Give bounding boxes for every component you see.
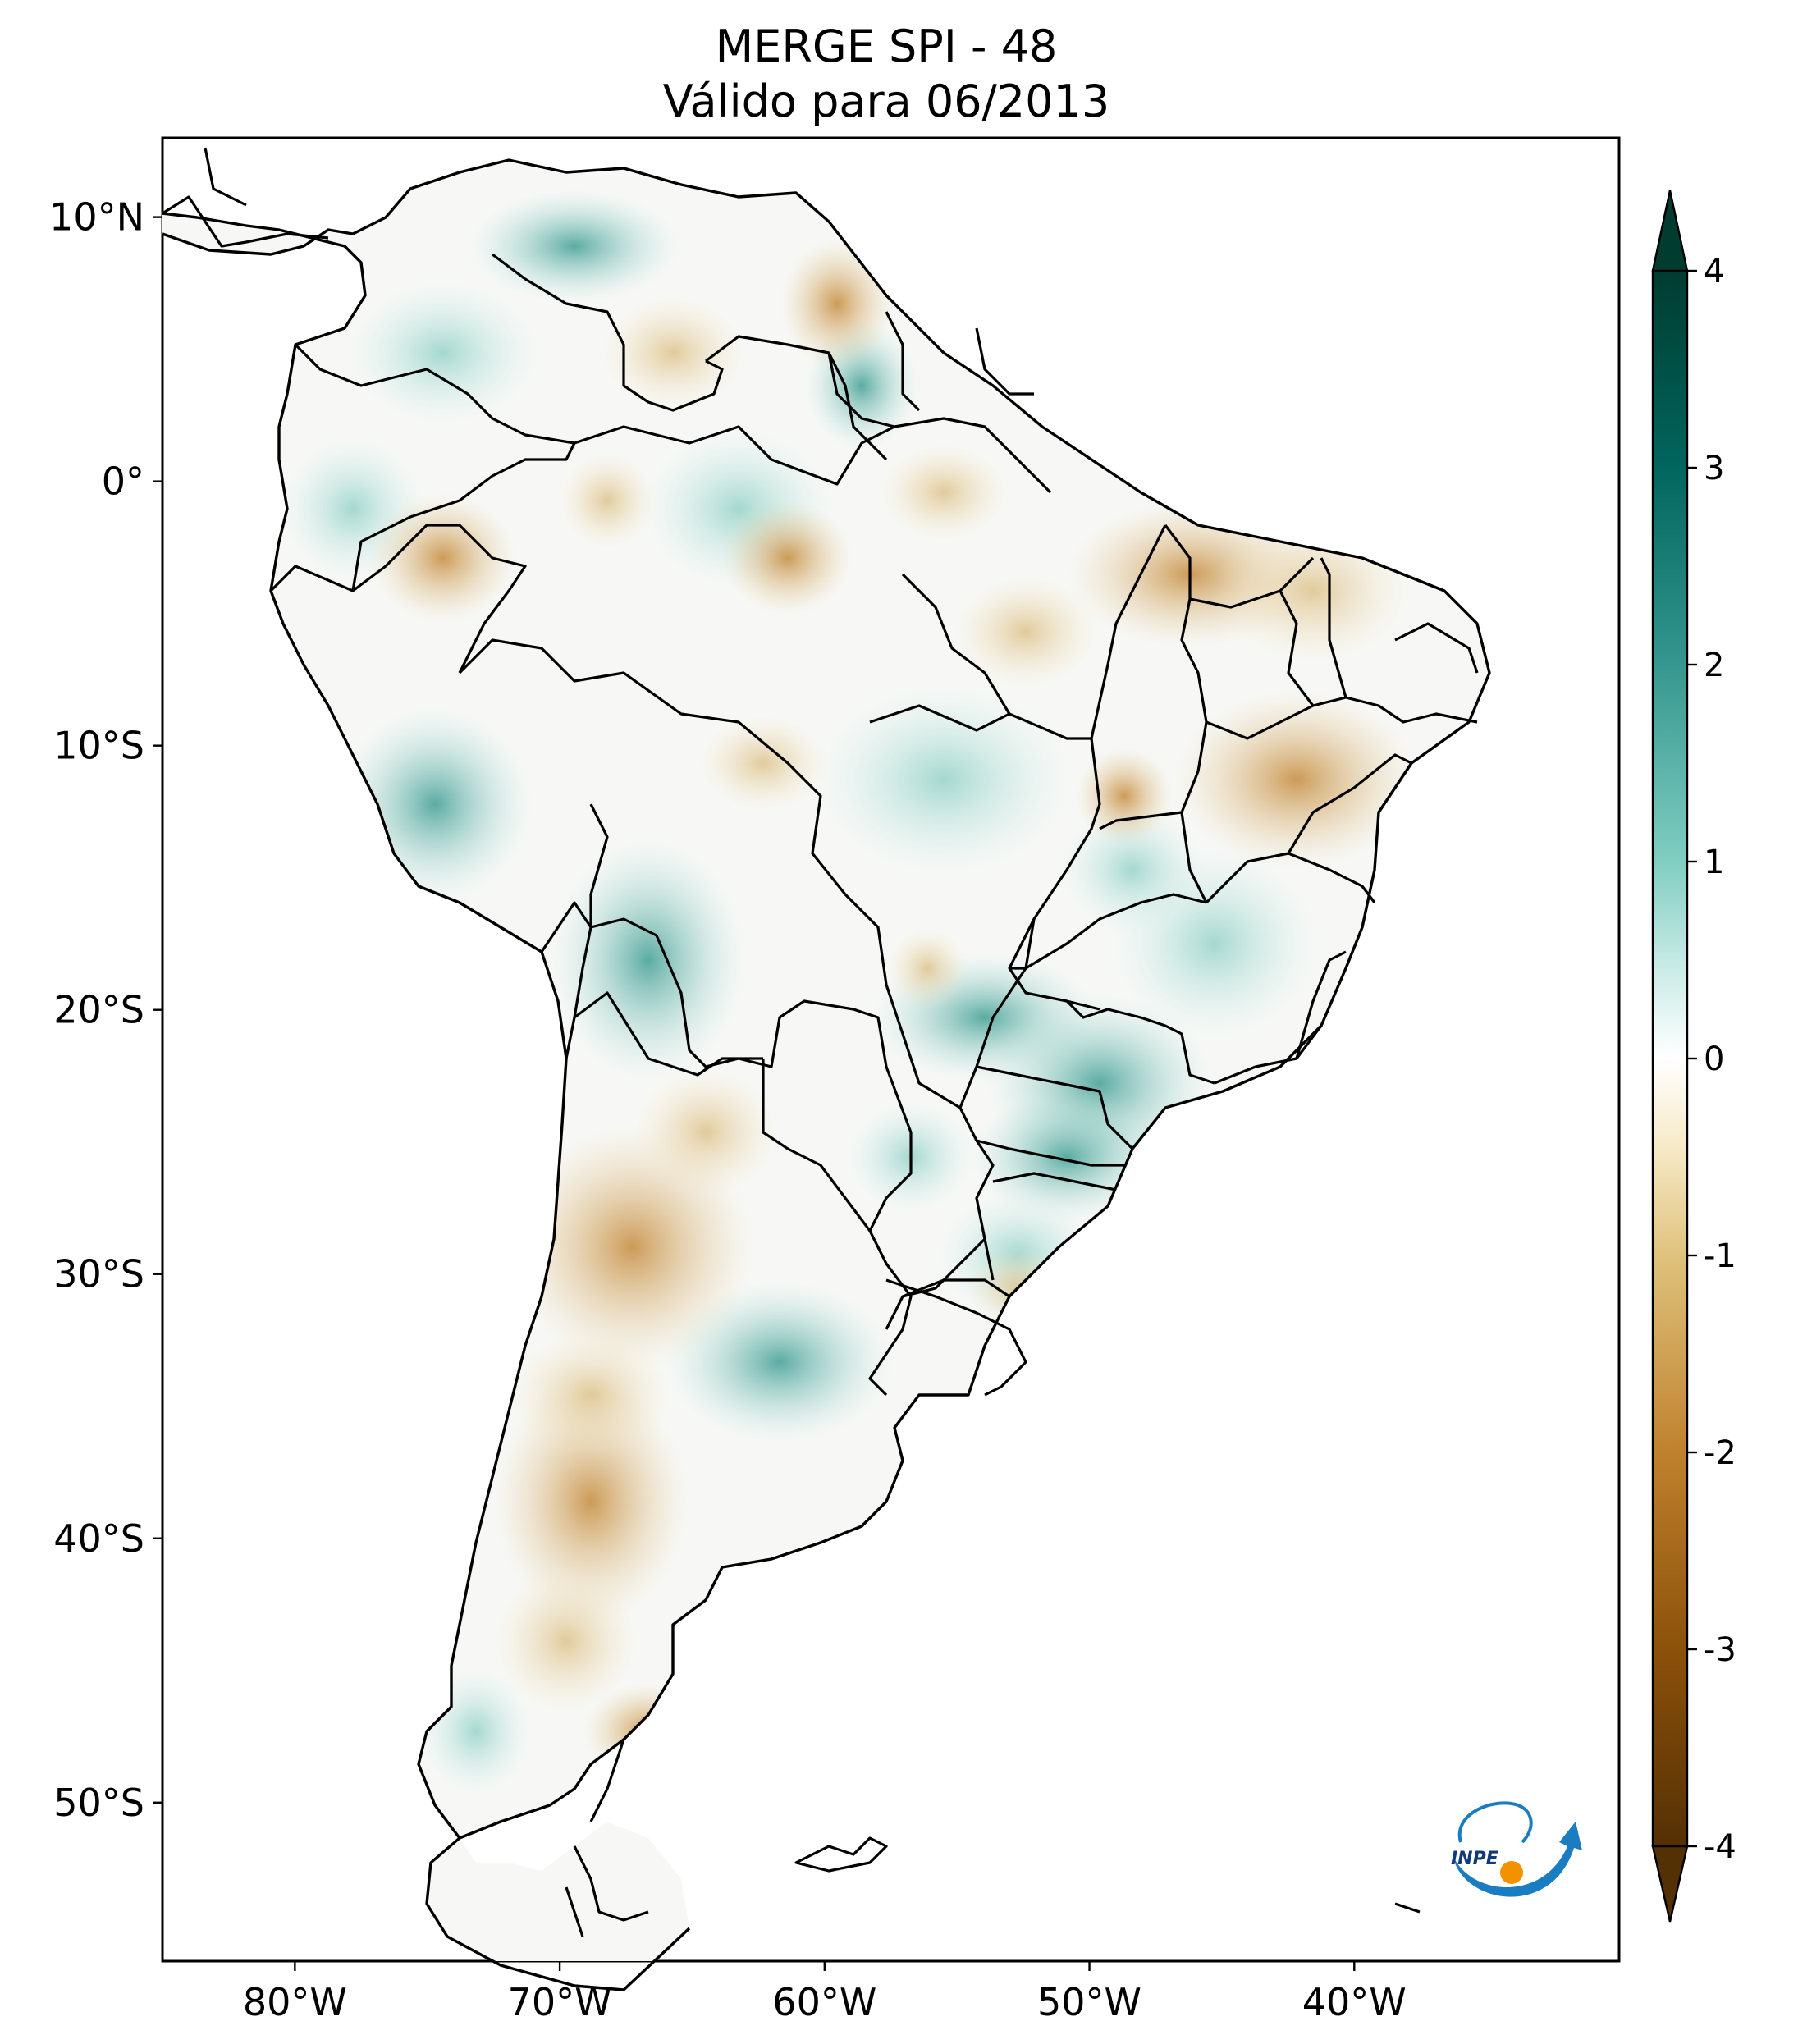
y-tick-label: 40°S bbox=[53, 1516, 144, 1561]
y-axis: 10°N 0° 10°S 20°S 30°S 40°S 50°S bbox=[49, 195, 162, 1825]
x-tick-label: 40°W bbox=[1302, 1980, 1407, 2024]
colorbar-extend-top bbox=[1651, 190, 1689, 272]
country-borders bbox=[162, 147, 1491, 1991]
logo-orbit-icon bbox=[1457, 1801, 1533, 1844]
colorbar-extend-bottom bbox=[1651, 1845, 1689, 1923]
y-tick-label: 30°S bbox=[53, 1252, 144, 1296]
y-tick-label: 10°N bbox=[49, 195, 144, 240]
x-tick-label: 70°W bbox=[508, 1980, 612, 2024]
y-tick-label: 0° bbox=[102, 460, 144, 504]
colorbar-gradient bbox=[1651, 269, 1689, 1848]
x-tick-label: 50°W bbox=[1037, 1980, 1141, 2024]
colorbar-tick-label: 2 bbox=[1704, 647, 1724, 684]
colorbar-tick-label: 3 bbox=[1704, 450, 1724, 487]
colorbar-ticks: 4 3 2 1 0 -1 -2 -3 -4 bbox=[1687, 253, 1736, 1866]
colorbar-tick-label: 4 bbox=[1704, 253, 1724, 290]
colorbar-tick-label: -3 bbox=[1704, 1631, 1736, 1669]
y-tick-label: 10°S bbox=[53, 724, 144, 768]
x-axis: 80°W 70°W 60°W 50°W 40°W bbox=[243, 1961, 1407, 2024]
logo-swoosh-icon bbox=[1453, 1822, 1582, 1897]
map-subtitle: Válido para 06/2013 bbox=[663, 75, 1109, 127]
logo-text: INPE bbox=[1451, 1849, 1498, 1869]
colorbar-tick-label: 0 bbox=[1704, 1040, 1724, 1078]
logo-dot-icon bbox=[1500, 1861, 1523, 1884]
colorbar-tick-label: -1 bbox=[1704, 1237, 1736, 1275]
colorbar-tick-label: -2 bbox=[1704, 1434, 1736, 1472]
map-title: MERGE SPI - 48 bbox=[716, 21, 1058, 72]
inpe-logo: INPE bbox=[1451, 1801, 1582, 1897]
y-tick-label: 20°S bbox=[53, 988, 144, 1032]
x-tick-label: 80°W bbox=[243, 1980, 347, 2024]
map-panel bbox=[161, 136, 1621, 1991]
colorbar-tick-label: 1 bbox=[1704, 844, 1724, 881]
x-tick-label: 60°W bbox=[772, 1980, 876, 2024]
colorbar: 4 3 2 1 0 -1 -2 -3 -4 bbox=[1651, 190, 1736, 1923]
y-tick-label: 50°S bbox=[53, 1781, 144, 1825]
colorbar-tick-label: -4 bbox=[1704, 1828, 1736, 1866]
